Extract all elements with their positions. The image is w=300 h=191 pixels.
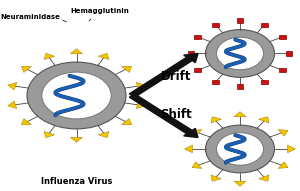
FancyArrow shape xyxy=(129,53,198,97)
Ellipse shape xyxy=(217,37,263,70)
Polygon shape xyxy=(259,175,269,181)
Ellipse shape xyxy=(42,72,111,119)
Polygon shape xyxy=(122,66,132,72)
Polygon shape xyxy=(8,83,17,90)
Polygon shape xyxy=(234,112,246,117)
Text: Influenza Virus: Influenza Virus xyxy=(41,177,112,186)
Polygon shape xyxy=(259,117,269,123)
FancyBboxPatch shape xyxy=(286,51,292,56)
Text: Drift: Drift xyxy=(160,70,191,83)
Polygon shape xyxy=(21,119,31,125)
FancyBboxPatch shape xyxy=(212,80,219,84)
Polygon shape xyxy=(70,137,83,142)
FancyBboxPatch shape xyxy=(261,80,268,84)
Polygon shape xyxy=(136,101,145,108)
Ellipse shape xyxy=(206,125,274,173)
FancyBboxPatch shape xyxy=(194,35,201,39)
Polygon shape xyxy=(234,181,246,186)
Polygon shape xyxy=(98,131,109,138)
FancyBboxPatch shape xyxy=(237,84,243,89)
Text: Hemagglutinin: Hemagglutinin xyxy=(70,7,129,14)
FancyBboxPatch shape xyxy=(188,51,194,56)
FancyBboxPatch shape xyxy=(194,68,201,72)
Polygon shape xyxy=(184,145,192,153)
Text: Neuraminidase: Neuraminidase xyxy=(0,14,60,20)
Text: Shift: Shift xyxy=(160,108,192,121)
FancyBboxPatch shape xyxy=(261,23,268,27)
Polygon shape xyxy=(98,53,109,60)
Polygon shape xyxy=(278,130,288,136)
Polygon shape xyxy=(44,131,55,138)
FancyBboxPatch shape xyxy=(279,68,286,72)
Polygon shape xyxy=(192,130,202,136)
Polygon shape xyxy=(211,117,221,123)
Polygon shape xyxy=(44,53,55,60)
Ellipse shape xyxy=(206,30,274,77)
Polygon shape xyxy=(192,162,202,168)
Ellipse shape xyxy=(217,133,263,165)
FancyArrow shape xyxy=(129,94,198,138)
FancyBboxPatch shape xyxy=(279,35,286,39)
Polygon shape xyxy=(122,119,132,125)
Polygon shape xyxy=(21,66,31,72)
FancyBboxPatch shape xyxy=(237,18,243,23)
Polygon shape xyxy=(8,101,17,108)
Polygon shape xyxy=(211,175,221,181)
FancyBboxPatch shape xyxy=(212,23,219,27)
Polygon shape xyxy=(136,83,145,90)
Polygon shape xyxy=(288,145,296,153)
Polygon shape xyxy=(70,49,83,54)
Polygon shape xyxy=(278,162,288,168)
Ellipse shape xyxy=(27,62,126,129)
